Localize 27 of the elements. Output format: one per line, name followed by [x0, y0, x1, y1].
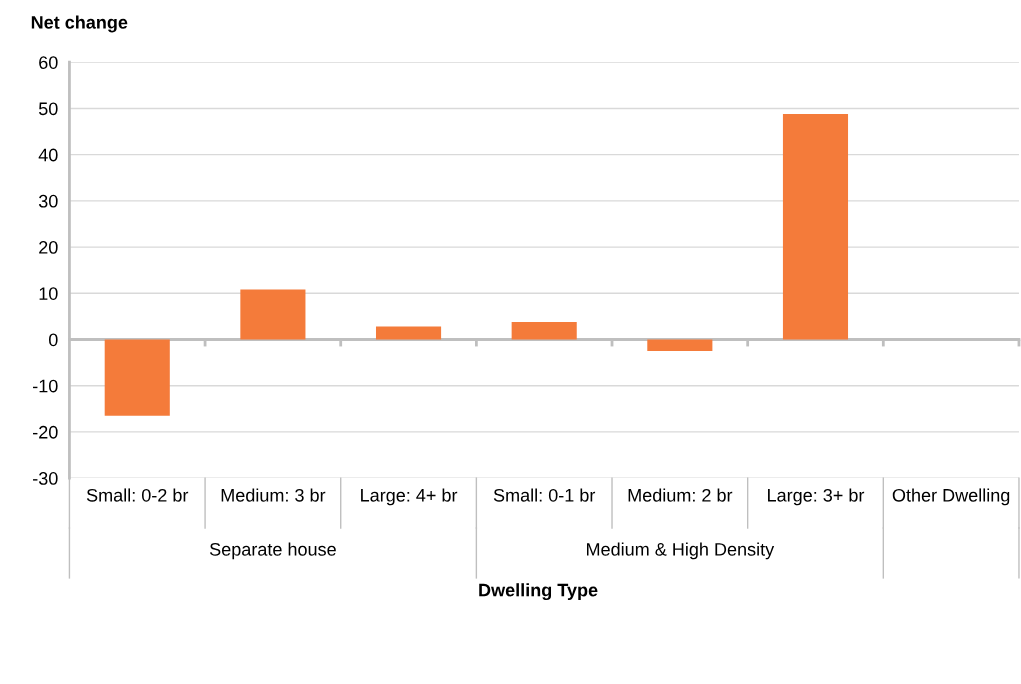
- text: Separate house: [209, 542, 336, 560]
- y-tick-label: 60: [39, 56, 58, 69]
- x-tick-label: Small: 0-2 br: [86, 488, 189, 502]
- x-tick-label: Medium: 3 br: [221, 488, 326, 502]
- bar: [104, 339, 170, 416]
- y-axis-title: Net change: [31, 15, 128, 33]
- y-tick-label: 40: [38, 148, 58, 162]
- y-tick-label: -30: [33, 472, 58, 485]
- text: Medium & High Density: [587, 542, 775, 560]
- bar: [240, 289, 306, 340]
- y-tick-label: 10: [39, 287, 58, 300]
- y-tick-label: 30: [38, 194, 58, 208]
- y-tick-label: 20: [39, 241, 58, 254]
- y-tick-label: 0: [48, 333, 58, 347]
- x-tick-label: Small: 0-1 br: [493, 488, 596, 502]
- x-axis-title: Dwelling Type: [479, 583, 598, 601]
- x-tick-label: Other Dwelling: [892, 488, 1010, 506]
- bar: [782, 114, 849, 340]
- x-tick-label: Medium: 2 br: [628, 488, 733, 502]
- x-tick-label: Large: 3+ br: [768, 488, 865, 506]
- y-tick-label: 50: [38, 102, 58, 116]
- x-tick-label: Large: 4+ br: [361, 488, 458, 506]
- bar: [511, 321, 577, 340]
- bar: [647, 339, 713, 352]
- y-tick-label: -10: [33, 379, 58, 393]
- bar: [375, 326, 442, 340]
- y-tick-label: -20: [33, 425, 58, 439]
